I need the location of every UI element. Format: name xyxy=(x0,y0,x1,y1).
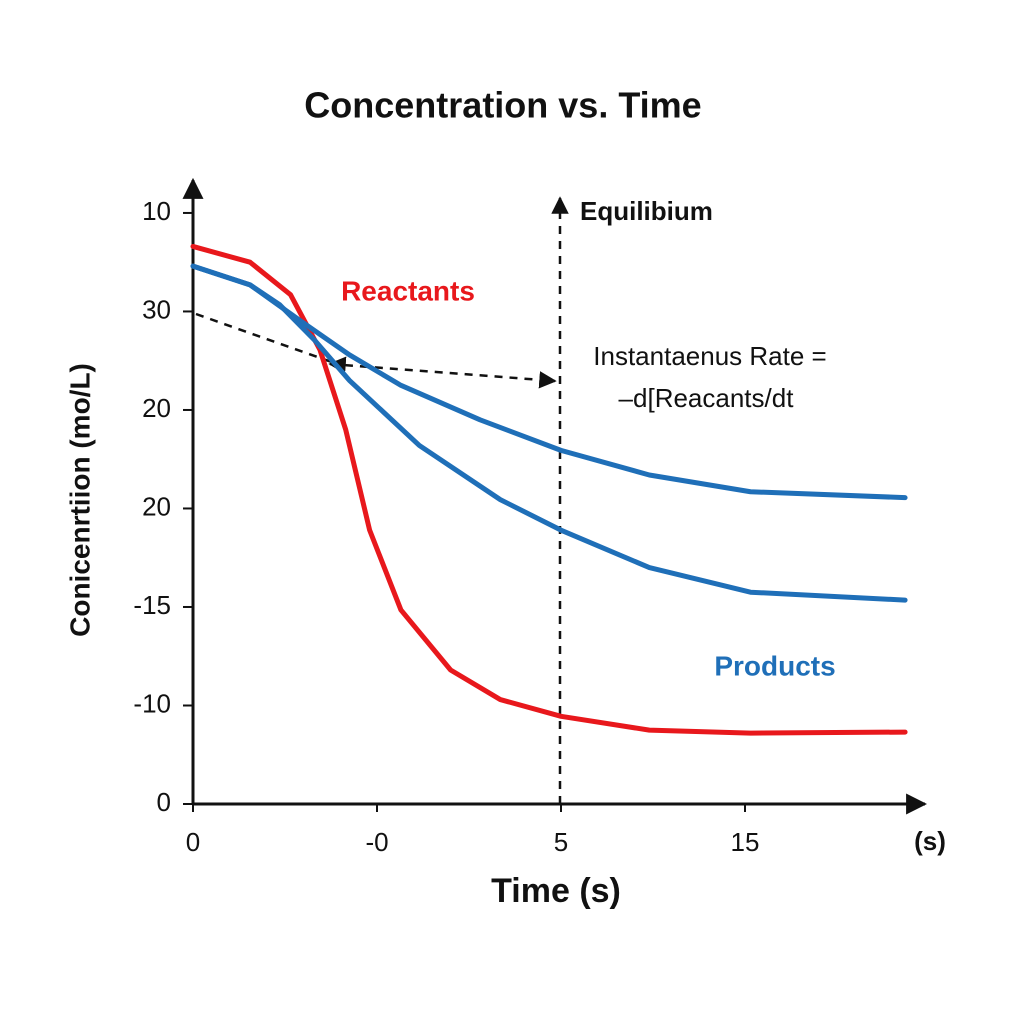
y-axis-label: Conicenrtiion (mo/L) xyxy=(64,363,95,637)
x-tick-label: 0 xyxy=(186,827,200,857)
rate-formula: –d[Reacants/dt xyxy=(619,383,795,413)
x-axis-label: Time (s) xyxy=(491,872,621,910)
y-tick-label: 10 xyxy=(142,196,171,226)
rate-line xyxy=(195,312,341,367)
chart-title: Concentration vs. Time xyxy=(304,85,701,126)
x-tick-label: -0 xyxy=(365,827,388,857)
x-unit: (s) xyxy=(914,826,946,856)
equilibrium-label: Equilibium xyxy=(580,196,713,226)
y-tick-label: 20 xyxy=(142,393,171,423)
y-tick-label: 30 xyxy=(142,294,171,324)
x-tick-label: 15 xyxy=(731,827,760,857)
series-label: Reactants xyxy=(341,275,475,306)
series-label: Products xyxy=(714,650,835,681)
series-line xyxy=(190,263,908,501)
y-tick-label: -10 xyxy=(133,688,171,718)
series-line xyxy=(190,243,908,736)
x-tick-label: 5 xyxy=(554,827,568,857)
y-tick-label: 20 xyxy=(142,491,171,521)
rate-arrow xyxy=(328,356,557,389)
y-tick-label: -15 xyxy=(133,590,171,620)
y-tick-label: 0 xyxy=(157,787,171,817)
series-line xyxy=(190,263,908,603)
rate-label: Instantaenus Rate = xyxy=(593,341,826,371)
